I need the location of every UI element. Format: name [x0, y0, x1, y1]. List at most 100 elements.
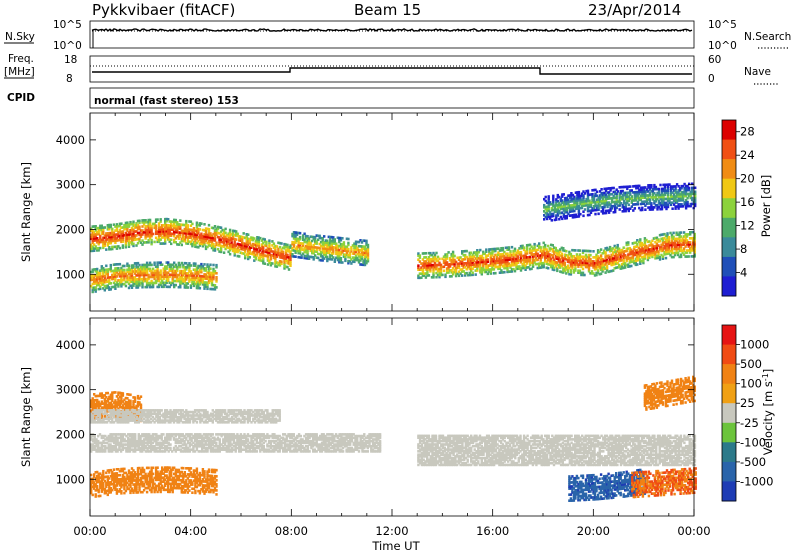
- scatter-cell: [506, 246, 509, 249]
- scatter-cell: [480, 272, 483, 276]
- scatter-cell: [157, 228, 161, 231]
- scatter-cell: [672, 197, 676, 200]
- scatter-cell: [228, 246, 232, 250]
- scatter-cell: [91, 245, 94, 249]
- scatter-cell: [626, 195, 629, 199]
- scatter-cell: [668, 199, 671, 203]
- scatter-cell: [272, 246, 276, 250]
- date-title: 23/Apr/2014: [588, 1, 681, 19]
- scatter-cell: [112, 271, 116, 275]
- scatter-cell: [90, 473, 93, 477]
- scatter-cell: [556, 214, 559, 217]
- freq-line: [92, 67, 692, 75]
- scatter-cell: [222, 239, 226, 242]
- scatter-cell: [500, 271, 503, 274]
- scatter-cell: [191, 242, 194, 246]
- scatter-cell: [189, 272, 193, 275]
- scatter-cell: [474, 265, 477, 268]
- scatter-cell: [577, 197, 581, 200]
- scatter-cell: [584, 259, 588, 263]
- scatter-cell: [251, 252, 254, 256]
- scatter-cell: [287, 248, 291, 251]
- scatter-cell: [108, 481, 111, 484]
- scatter-cell: [132, 489, 135, 492]
- scatter-cell: [114, 273, 117, 276]
- scatter-cell: [645, 198, 649, 201]
- scatter-cell: [635, 203, 638, 206]
- scatter-cell: [424, 266, 428, 269]
- scatter-cell: [168, 472, 171, 475]
- scatter-cell: [439, 273, 443, 277]
- scatter-cell: [470, 267, 473, 271]
- scatter-cell: [621, 210, 624, 213]
- scatter-cell: [577, 205, 581, 208]
- scatter-cell: [654, 251, 657, 254]
- scatter-cell: [522, 248, 526, 252]
- scatter-cell: [509, 250, 512, 253]
- scatter-cell: [221, 245, 224, 248]
- scatter-cell: [126, 237, 129, 241]
- scatter-cell: [625, 259, 628, 263]
- scatter-cell: [670, 251, 674, 255]
- scatter-cell: [657, 189, 661, 193]
- scatter-cell: [601, 264, 604, 267]
- scatter-cell: [528, 247, 532, 251]
- scatter-cell: [570, 196, 573, 199]
- scatter-cell: [191, 272, 194, 275]
- scatter-cell: [642, 188, 646, 191]
- scatter-cell: [278, 264, 282, 267]
- scatter-cell: [550, 257, 553, 261]
- scatter-cell: [254, 257, 257, 261]
- scatter-cell: [671, 197, 674, 200]
- scatter-cell: [100, 230, 103, 234]
- scatter-cell: [682, 239, 686, 242]
- scatter-cell: [606, 205, 609, 209]
- scatter-cell: [447, 265, 450, 268]
- scatter-cell: [97, 240, 100, 244]
- scatter-cell: [600, 192, 603, 195]
- scatter-cell: [468, 255, 471, 259]
- scatter-cell: [201, 277, 205, 280]
- scatter-cell: [324, 241, 327, 244]
- scatter-cell: [515, 255, 518, 259]
- scatter-cell: [522, 246, 526, 249]
- scatter-cell: [118, 236, 122, 240]
- scatter-cell: [474, 251, 477, 254]
- scatter-cell: [573, 215, 576, 219]
- scatter-cell: [500, 247, 503, 250]
- scatter-cell: [591, 207, 594, 210]
- scatter-cell: [297, 237, 300, 241]
- scatter-cell: [336, 256, 339, 260]
- scatter-cell: [198, 234, 202, 237]
- scatter-cell: [594, 192, 597, 196]
- scatter-cell: [681, 249, 684, 252]
- scatter-cell: [157, 261, 161, 264]
- scatter-cell: [127, 233, 131, 236]
- scatter-cell: [509, 252, 512, 255]
- scatter-cell: [555, 218, 558, 221]
- scatter-cell: [336, 236, 339, 240]
- scatter-cell: [666, 236, 669, 239]
- scatter-cell: [194, 239, 197, 242]
- scatter-cell: [138, 278, 141, 281]
- scatter-cell: [210, 283, 214, 287]
- scatter-cell: [132, 228, 135, 232]
- scatter-cell: [148, 222, 152, 226]
- scatter-cell: [556, 257, 559, 260]
- scatter-cell: [456, 266, 459, 270]
- scatter-cell: [200, 262, 203, 266]
- scatter-cell: [479, 266, 482, 270]
- scatter-cell: [357, 254, 361, 258]
- scatter-cell: [648, 198, 652, 201]
- scatter-cell: [105, 270, 108, 274]
- scatter-cell: [218, 242, 221, 245]
- scatter-cell: [444, 257, 447, 260]
- scatter-cell: [473, 255, 476, 258]
- scatter-cell: [677, 193, 680, 196]
- scatter-cell: [118, 262, 122, 266]
- scatter-cell: [292, 233, 296, 236]
- scatter-cell: [518, 265, 521, 268]
- scatter-cell: [200, 268, 203, 272]
- scatter-cell: [103, 236, 106, 239]
- scatter-cell: [297, 243, 300, 247]
